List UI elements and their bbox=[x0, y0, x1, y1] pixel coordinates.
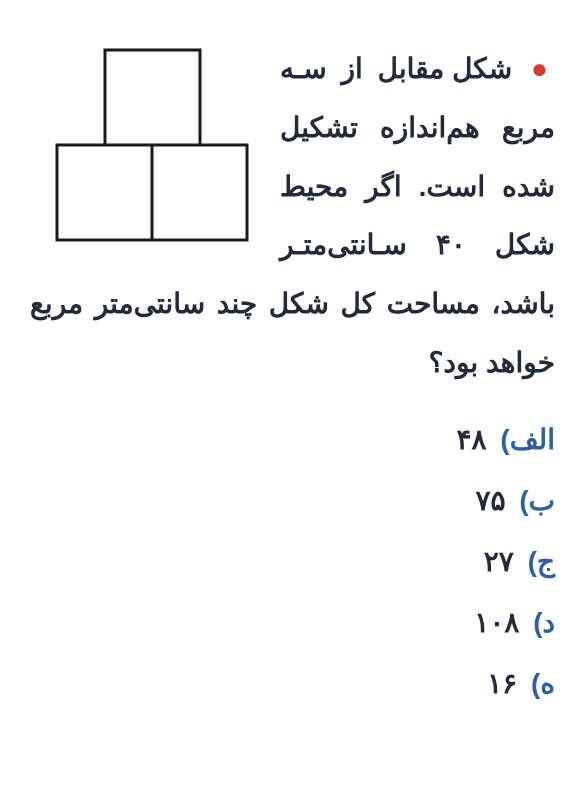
option-c: ج) ۲۷ bbox=[30, 545, 555, 578]
option-label: ج) bbox=[528, 546, 555, 577]
option-value: ۴۸ bbox=[457, 424, 487, 455]
option-label: د) bbox=[533, 607, 555, 638]
option-value: ۷۵ bbox=[475, 485, 505, 516]
option-label: ه) bbox=[531, 668, 555, 699]
question-text-part2: باشد، مساحت کل شکل چند سانتی‌متر مربع خو… bbox=[30, 288, 555, 378]
bullet-icon: ● bbox=[531, 53, 555, 84]
question-block: ● شکل مقابل از سـه مربع هم‌اندازه تشکیل … bbox=[30, 40, 555, 700]
option-a: الف) ۴۸ bbox=[30, 423, 555, 456]
three-squares-figure bbox=[30, 40, 270, 260]
figure-container bbox=[30, 40, 270, 260]
option-value: ۲۷ bbox=[484, 546, 514, 577]
bottom-left-square bbox=[57, 145, 152, 240]
top-square bbox=[105, 50, 200, 145]
bottom-right-square bbox=[152, 145, 247, 240]
option-label: ب) bbox=[519, 485, 555, 516]
option-value: ۱۶ bbox=[487, 668, 517, 699]
question-text-part1: شکل مقابل از سـه مربع هم‌اندازه تشکیل شد… bbox=[280, 53, 555, 260]
option-d: د) ۱۰۸ bbox=[30, 606, 555, 639]
option-value: ۱۰۸ bbox=[474, 607, 519, 638]
option-label: الف) bbox=[500, 424, 555, 455]
option-e: ه) ۱۶ bbox=[30, 667, 555, 700]
option-b: ب) ۷۵ bbox=[30, 484, 555, 517]
options-list: الف) ۴۸ ب) ۷۵ ج) ۲۷ د) ۱۰۸ ه) ۱۶ bbox=[30, 423, 555, 700]
